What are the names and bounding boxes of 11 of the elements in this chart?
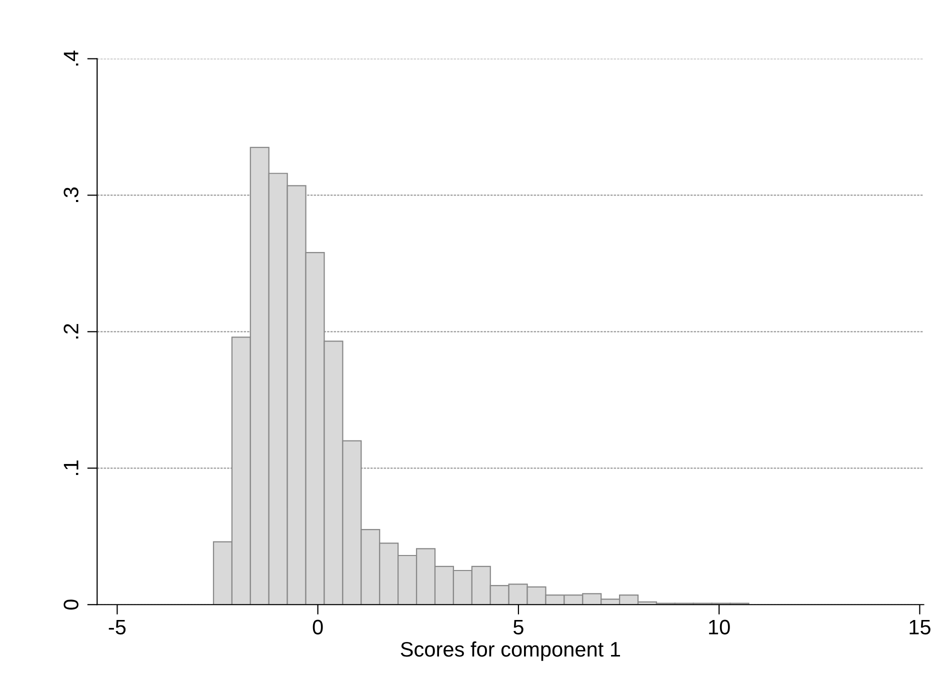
x-axis-title: Scores for component 1: [400, 641, 620, 661]
y-tick-label: 0: [64, 600, 78, 610]
x-tick-label: -5: [108, 620, 126, 635]
y-tick-label: .1: [64, 460, 78, 475]
y-tick-label: .2: [64, 324, 78, 338]
x-tick-label: 0: [312, 620, 323, 635]
x-tick-label: 5: [513, 620, 524, 635]
y-tick-label: .3: [64, 187, 78, 202]
y-tick-label: .4: [64, 50, 78, 66]
x-tick-label: 10: [709, 620, 730, 635]
x-tick-label: 15: [910, 620, 930, 635]
